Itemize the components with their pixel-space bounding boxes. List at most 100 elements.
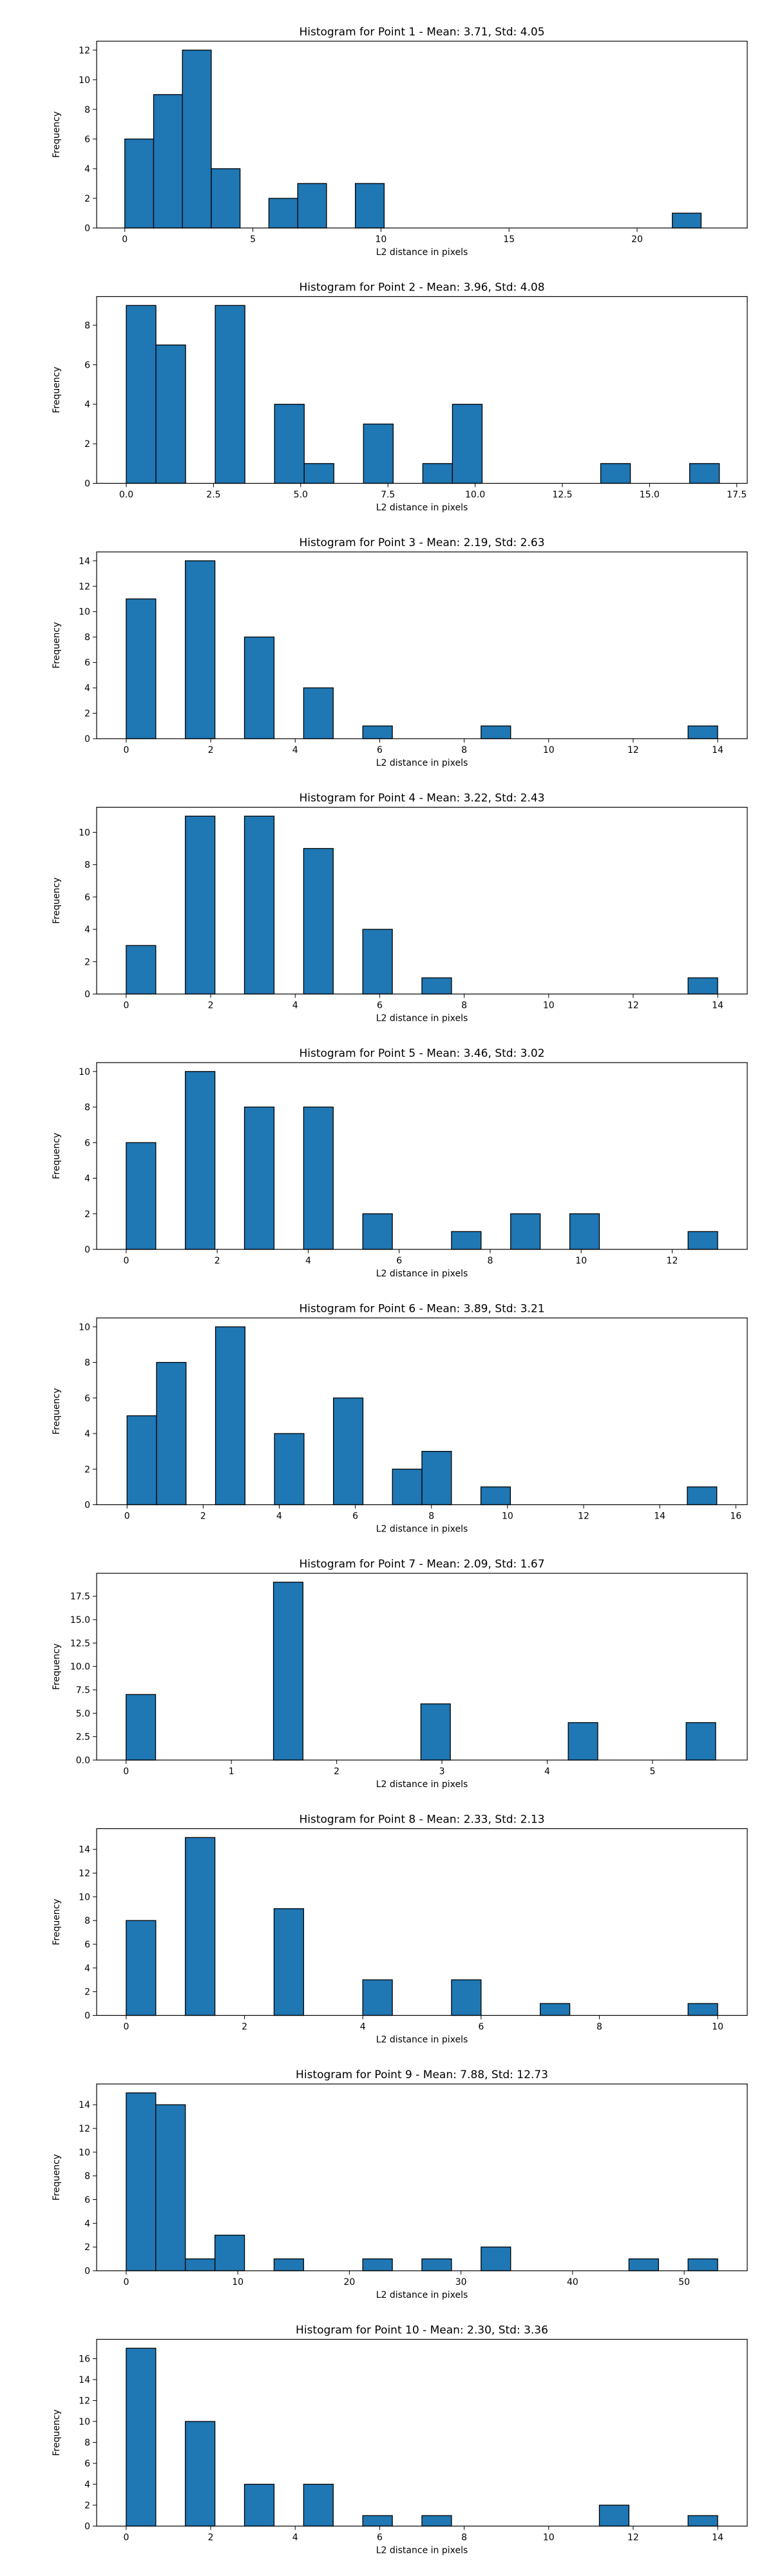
x-tick-label: 6	[377, 745, 383, 755]
histogram-bar	[214, 2235, 245, 2271]
x-axis-label: L2 distance in pixels	[376, 1779, 468, 1790]
x-tick-label: 10	[543, 745, 555, 755]
y-tick-label: 10	[79, 2148, 90, 2158]
histogram-panel-10: Histogram for Point 10 - Mean: 2.30, Std…	[52, 2324, 748, 2556]
y-tick-label: 8	[84, 2172, 90, 2182]
histogram-bar	[480, 1486, 511, 1506]
x-tick-label: 2	[208, 2533, 214, 2543]
x-tick-label: 16	[730, 1511, 741, 1522]
x-tick-label: 12	[667, 1256, 678, 1266]
histogram-bar	[126, 1415, 157, 1506]
plot-frame	[96, 41, 748, 229]
histogram-bar	[362, 1979, 393, 2016]
histogram-bar	[420, 1703, 451, 1761]
x-tick-label: 30	[455, 2277, 467, 2287]
y-tick-label: 10	[79, 1892, 90, 1902]
y-tick-label: 12	[79, 1869, 90, 1879]
histogram-bar	[272, 1582, 303, 1761]
x-tick-label: 2	[208, 745, 214, 755]
histogram-bar	[273, 1908, 305, 2016]
x-tick-label: 4	[360, 2022, 366, 2032]
histogram-bar	[297, 183, 327, 229]
y-tick-label: 6	[84, 2459, 90, 2469]
y-tick-label: 0.0	[76, 1756, 90, 1766]
x-tick-label: 15.0	[640, 490, 660, 500]
y-axis-label: Frequency	[52, 2154, 62, 2201]
x-tick-label: 0	[123, 745, 129, 755]
y-tick-label: 6	[84, 1394, 90, 1404]
histogram-bar	[273, 2258, 305, 2271]
y-tick-label: 14	[79, 2375, 90, 2385]
y-tick-label: 6	[84, 658, 90, 668]
x-tick-label: 5.0	[294, 490, 308, 500]
histogram-bar	[126, 945, 157, 995]
histogram-bar	[153, 94, 183, 229]
y-tick-label: 17.5	[70, 1592, 90, 1602]
histogram-panel-4: Histogram for Point 4 - Mean: 3.22, Std:…	[52, 792, 748, 1024]
x-tick-label: 12.5	[552, 490, 572, 500]
histogram-bar	[182, 50, 212, 229]
y-axis-label: Frequency	[52, 366, 62, 413]
histogram-bar	[421, 1450, 452, 1506]
y-tick-label: 8	[84, 632, 90, 643]
y-tick-label: 7.5	[76, 1685, 90, 1696]
plot-frame	[96, 1062, 748, 1250]
plot-frame	[96, 551, 748, 739]
histogram-bar	[303, 463, 334, 484]
y-tick-label: 0	[84, 2266, 90, 2277]
histogram-panel-8: Histogram for Point 8 - Mean: 2.33, Std:…	[52, 1814, 748, 2045]
chart-title: Histogram for Point 6 - Mean: 3.89, Std:…	[299, 1303, 544, 1316]
y-tick-label: 2.5	[76, 1732, 90, 1743]
histogram-bar	[569, 1213, 600, 1250]
histogram-bar	[422, 463, 453, 484]
histogram-bar	[243, 636, 275, 739]
x-tick-label: 4	[276, 1511, 282, 1522]
y-tick-label: 12.5	[70, 1638, 90, 1649]
histogram-bar	[452, 404, 483, 484]
x-tick-label: 20	[343, 2277, 355, 2287]
x-tick-label: 12	[578, 1511, 589, 1522]
x-tick-label: 8	[428, 1511, 434, 1522]
y-tick-label: 6	[84, 1940, 90, 1950]
histogram-bar	[539, 2003, 571, 2016]
x-tick-label: 0	[123, 2277, 129, 2287]
y-tick-label: 2	[84, 2242, 90, 2253]
x-tick-label: 0.0	[119, 490, 133, 500]
x-tick-label: 2	[334, 1766, 339, 1777]
x-tick-label: 40	[567, 2277, 578, 2287]
y-tick-label: 2	[84, 1209, 90, 1220]
x-tick-label: 4	[292, 2533, 298, 2543]
x-tick-label: 10	[543, 1001, 555, 1011]
y-tick-label: 6	[84, 360, 90, 370]
histogram-panel-1: Histogram for Point 1 - Mean: 3.71, Std:…	[52, 26, 748, 258]
histogram-bar	[243, 1106, 275, 1250]
x-axis-label: L2 distance in pixels	[376, 2035, 468, 2045]
x-tick-label: 6	[352, 1511, 358, 1522]
x-tick-label: 8	[461, 2533, 467, 2543]
y-tick-label: 0	[84, 990, 90, 1000]
histogram-bar	[185, 2258, 216, 2271]
x-tick-label: 10.0	[465, 490, 485, 500]
x-tick-label: 10	[232, 2277, 243, 2287]
y-tick-label: 4	[84, 1174, 90, 1184]
histogram-bar	[268, 198, 298, 229]
x-axis-label: L2 distance in pixels	[376, 1269, 468, 1279]
x-tick-label: 2	[208, 1001, 214, 1011]
y-tick-label: 10	[79, 828, 90, 838]
histogram-bar	[421, 2515, 452, 2527]
y-tick-label: 10	[79, 1322, 90, 1332]
histogram-bar	[211, 168, 241, 229]
x-tick-label: 6	[377, 1001, 383, 1011]
x-tick-label: 20	[631, 234, 643, 245]
histogram-bar	[126, 1694, 157, 1761]
histogram-bar	[243, 2483, 275, 2527]
y-axis-label: Frequency	[52, 1133, 62, 1179]
x-tick-label: 0	[122, 234, 128, 245]
x-axis-label: L2 distance in pixels	[376, 1524, 468, 1535]
chart-title: Histogram for Point 10 - Mean: 2.30, Std…	[296, 2324, 548, 2337]
x-axis-label: L2 distance in pixels	[376, 758, 468, 768]
x-tick-label: 0	[123, 1766, 129, 1777]
x-tick-label: 50	[678, 2277, 690, 2287]
histogram-bar	[481, 725, 511, 739]
y-tick-label: 4	[84, 1964, 90, 1974]
